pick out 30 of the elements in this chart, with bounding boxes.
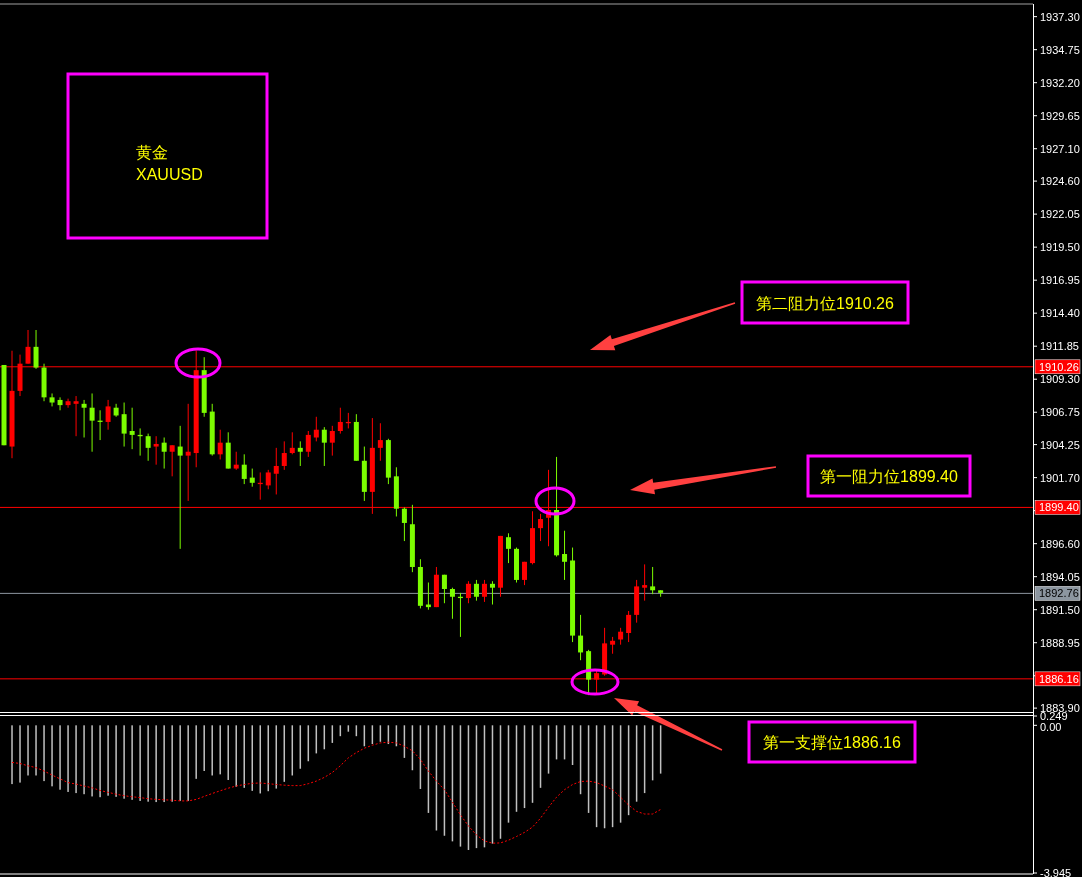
annotation: 第一支撑位1886.16 bbox=[763, 734, 901, 751]
ytick: 1894.05 bbox=[1040, 570, 1080, 583]
ytick: 1896.60 bbox=[1040, 537, 1080, 550]
subtitle: XAUUSD bbox=[136, 166, 203, 183]
ytick: 1914.40 bbox=[1040, 307, 1080, 320]
ytick: 1937.30 bbox=[1040, 10, 1080, 23]
ytick: 1909.30 bbox=[1040, 373, 1080, 386]
annotation: 第一阻力位1899.40 bbox=[820, 468, 958, 485]
ytick: 1929.65 bbox=[1040, 109, 1080, 122]
ref-label: 1892.76 bbox=[1039, 587, 1079, 600]
ref-label: 1899.40 bbox=[1039, 501, 1079, 514]
ytick: 1891.50 bbox=[1040, 603, 1080, 616]
ytick: 1911.85 bbox=[1040, 340, 1079, 353]
ytick: 1916.95 bbox=[1040, 274, 1080, 287]
ytick: 1924.60 bbox=[1040, 175, 1080, 188]
ytick: 0.00 bbox=[1040, 721, 1062, 733]
ytick: 1927.10 bbox=[1040, 142, 1080, 155]
annotation: 第二阻力位1910.26 bbox=[756, 294, 894, 312]
title: 黄金 bbox=[136, 144, 168, 161]
ytick: 1901.70 bbox=[1040, 471, 1080, 484]
ytick: 1904.25 bbox=[1040, 438, 1080, 451]
ytick: 1919.50 bbox=[1040, 241, 1080, 254]
ref-label: 1910.26 bbox=[1039, 360, 1079, 373]
ytick: -3.945 bbox=[1040, 867, 1072, 877]
ref-label: 1886.16 bbox=[1039, 672, 1079, 685]
ytick: 1934.75 bbox=[1040, 43, 1080, 56]
ytick: 1922.05 bbox=[1040, 208, 1080, 221]
ytick: 1906.75 bbox=[1040, 406, 1080, 419]
ytick: 1932.20 bbox=[1040, 76, 1080, 89]
ytick: 1888.95 bbox=[1040, 636, 1080, 649]
